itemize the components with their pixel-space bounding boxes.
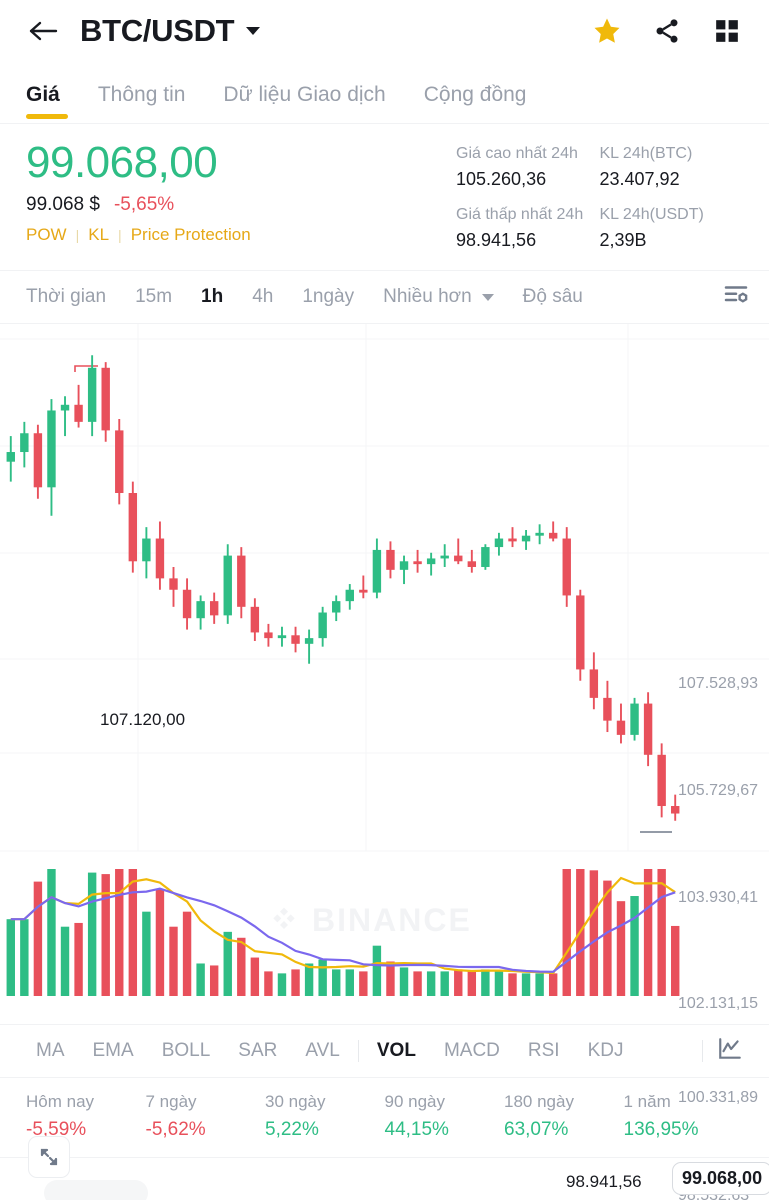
stat-value: 98.941,56 xyxy=(456,230,537,250)
stat-value: 105.260,36 xyxy=(456,169,547,189)
perf-label: 30 ngày xyxy=(265,1092,326,1111)
indicator-divider xyxy=(702,1040,703,1062)
indicator-boll[interactable]: BOLL xyxy=(161,1040,211,1061)
share-icon[interactable] xyxy=(647,11,687,51)
indicator-ema[interactable]: EMA xyxy=(92,1040,134,1061)
stat-value: 23.407,92 xyxy=(599,169,680,189)
page-title[interactable]: BTC/USDT xyxy=(80,13,235,48)
price-summary: 99.068,00 99.068 $ -5,65% POW | KL | Pri… xyxy=(0,124,769,260)
tab-thong-tin[interactable]: Thông tin xyxy=(97,83,186,106)
price-sub-row: 99.068 $ -5,65% xyxy=(26,194,456,216)
indicator-avl[interactable]: AVL xyxy=(305,1040,340,1061)
perf-90d: 90 ngày 44,15% xyxy=(385,1092,505,1141)
tab-gia[interactable]: Giá xyxy=(26,83,68,123)
tag-divider: | xyxy=(75,227,80,244)
indicator-tabs: MA EMA BOLL SAR AVL VOL MACD RSI KDJ xyxy=(0,1024,769,1078)
tag-divider: | xyxy=(118,227,122,244)
perf-1y: 1 năm 136,95% xyxy=(624,1092,744,1141)
chevron-down-icon[interactable] xyxy=(246,27,261,35)
indicator-kdj[interactable]: KDJ xyxy=(587,1040,624,1061)
timeframe-4h[interactable]: 4h xyxy=(252,286,274,307)
stat-vol-usdt: KL 24h(USDT) 2,39B xyxy=(600,203,744,254)
indicator-macd[interactable]: MACD xyxy=(443,1040,500,1061)
perf-label: 7 ngày xyxy=(145,1092,197,1111)
perf-value: 136,95% xyxy=(623,1119,699,1140)
timeframe-15m[interactable]: 15m xyxy=(135,286,173,307)
timeframe-more-label: Nhiều hơn xyxy=(383,286,472,307)
price-chart[interactable]: BINANCE 107.528,93 105.729,67 103.930,41… xyxy=(0,324,769,1200)
timeframe-1h[interactable]: 1h xyxy=(201,286,224,307)
tag-pow[interactable]: POW xyxy=(26,225,67,245)
indicator-vol[interactable]: VOL xyxy=(376,1040,416,1061)
perf-value: 63,07% xyxy=(504,1119,569,1140)
timeframe-1day[interactable]: 1ngày xyxy=(302,286,355,307)
perf-label: 180 ngày xyxy=(504,1092,574,1111)
perf-label: 1 năm xyxy=(623,1092,671,1111)
tag-kl[interactable]: KL xyxy=(88,225,110,245)
low-annotation: 98.941,56 xyxy=(566,1172,642,1191)
perf-value: 44,15% xyxy=(384,1119,449,1140)
perf-180d: 180 ngày 63,07% xyxy=(504,1092,624,1141)
chevron-down-icon xyxy=(481,293,494,301)
indicator-rsi[interactable]: RSI xyxy=(527,1040,560,1061)
tag-row: POW | KL | Price Protection xyxy=(26,225,456,245)
timeframe-label[interactable]: Thời gian xyxy=(26,286,107,307)
line-chart-icon[interactable] xyxy=(707,1036,753,1067)
section-tabs: Giá Thông tin Dữ liệu Giao dịch Cộng đồn… xyxy=(0,62,769,124)
price-change-pct: -5,65% xyxy=(113,194,175,216)
indicator-sar[interactable]: SAR xyxy=(238,1040,278,1061)
price-stats-grid: Giá cao nhất 24h 105.260,36 KL 24h(BTC) … xyxy=(456,138,743,254)
stat-label: Giá cao nhất 24h xyxy=(456,145,578,162)
stat-label: KL 24h(USDT) xyxy=(599,206,704,223)
perf-today: Hôm nay -5,59% xyxy=(26,1092,146,1141)
stat-label: KL 24h(BTC) xyxy=(599,145,693,162)
stat-vol-btc: KL 24h(BTC) 23.407,92 xyxy=(600,142,744,193)
timeframe-more[interactable]: Nhiều hơn xyxy=(383,286,494,308)
tag-price-protection[interactable]: Price Protection xyxy=(130,225,251,245)
indicator-divider xyxy=(357,1040,359,1062)
stat-high-24h: Giá cao nhất 24h 105.260,36 xyxy=(456,142,600,193)
last-price: 99.068,00 xyxy=(26,138,218,187)
high-annotation-leader xyxy=(74,365,98,372)
candlestick-canvas xyxy=(0,324,769,996)
tab-cong-dong[interactable]: Cộng đồng xyxy=(423,83,527,106)
expand-arrows-icon[interactable] xyxy=(28,1136,70,1178)
stat-value: 2,39B xyxy=(599,230,647,250)
indicator-ma[interactable]: MA xyxy=(36,1040,65,1061)
tab-du-lieu-giao-dich[interactable]: Dữ liệu Giao dịch xyxy=(223,83,386,106)
price-axis-label: 100.331,89 xyxy=(678,1089,759,1106)
price-axis-label: 102.131,15 xyxy=(678,995,759,1012)
star-icon[interactable] xyxy=(587,11,627,51)
perf-label: Hôm nay xyxy=(26,1092,95,1111)
price-main: 99.068,00 99.068 $ -5,65% POW | KL | Pri… xyxy=(26,138,456,254)
perf-value: 5,22% xyxy=(265,1119,319,1140)
perf-value: -5,62% xyxy=(145,1119,206,1140)
price-axis-label: 107.528,93 xyxy=(678,675,759,692)
last-price-badge: 99.068,00 xyxy=(672,1162,769,1195)
price-axis-label: 105.729,67 xyxy=(678,782,759,799)
performance-row: Hôm nay -5,59% 7 ngày -5,62% 30 ngày 5,2… xyxy=(0,1078,769,1158)
app-header: BTC/USDT xyxy=(0,0,769,62)
grid-menu-icon[interactable] xyxy=(707,11,747,51)
timeframe-bar: Thời gian 15m 1h 4h 1ngày Nhiều hơn Độ s… xyxy=(0,270,769,324)
stat-label: Giá thấp nhất 24h xyxy=(456,206,584,223)
volume-ma10-line xyxy=(10,887,676,973)
volume-ma5-line xyxy=(10,876,676,975)
bottom-action-pill[interactable] xyxy=(44,1180,148,1200)
chart-settings-icon[interactable] xyxy=(721,280,751,315)
back-arrow-icon[interactable] xyxy=(26,14,60,48)
stat-low-24h: Giá thấp nhất 24h 98.941,56 xyxy=(456,203,600,254)
volume-series xyxy=(6,869,680,996)
price-axis-label: 103.930,41 xyxy=(678,889,759,906)
perf-30d: 30 ngày 5,22% xyxy=(265,1092,385,1141)
perf-label: 90 ngày xyxy=(384,1092,446,1111)
depth-tab[interactable]: Độ sâu xyxy=(522,286,583,307)
high-annotation: 107.120,00 xyxy=(100,710,186,729)
candle-series xyxy=(6,355,680,821)
perf-value: -5,59% xyxy=(26,1119,87,1140)
perf-7d: 7 ngày -5,62% xyxy=(146,1092,266,1141)
price-usd: 99.068 $ xyxy=(26,194,100,216)
